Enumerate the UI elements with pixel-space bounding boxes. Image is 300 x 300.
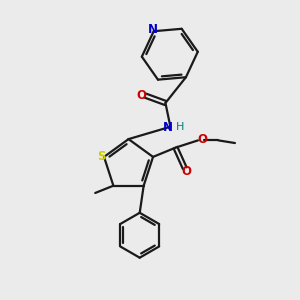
Text: O: O (136, 89, 146, 102)
Text: H: H (176, 122, 184, 132)
Text: N: N (163, 121, 173, 134)
Text: S: S (97, 150, 106, 164)
Text: N: N (147, 23, 158, 36)
Text: O: O (182, 165, 192, 178)
Text: O: O (197, 133, 207, 146)
